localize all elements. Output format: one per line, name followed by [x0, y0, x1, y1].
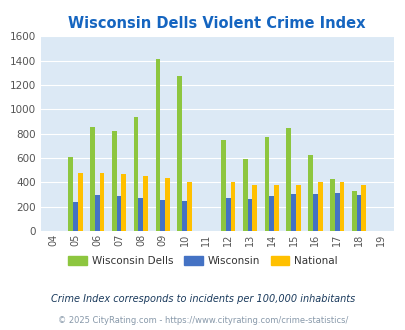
- Bar: [312, 194, 317, 231]
- Title: Wisconsin Dells Violent Crime Index: Wisconsin Dells Violent Crime Index: [68, 16, 365, 31]
- Text: Crime Index corresponds to incidents per 100,000 inhabitants: Crime Index corresponds to incidents per…: [51, 294, 354, 304]
- Bar: [295, 185, 300, 231]
- Bar: [155, 59, 160, 231]
- Bar: [100, 173, 104, 231]
- Bar: [138, 198, 143, 231]
- Bar: [356, 195, 360, 231]
- Bar: [121, 175, 126, 231]
- Bar: [307, 155, 312, 231]
- Bar: [220, 140, 225, 231]
- Bar: [339, 182, 343, 231]
- Bar: [165, 178, 169, 231]
- Bar: [116, 196, 121, 231]
- Bar: [334, 193, 339, 231]
- Bar: [290, 194, 295, 231]
- Bar: [273, 185, 278, 231]
- Bar: [351, 191, 356, 231]
- Bar: [252, 185, 256, 231]
- Bar: [360, 185, 365, 231]
- Bar: [329, 179, 334, 231]
- Text: © 2025 CityRating.com - https://www.cityrating.com/crime-statistics/: © 2025 CityRating.com - https://www.city…: [58, 316, 347, 325]
- Bar: [247, 199, 252, 231]
- Bar: [230, 182, 235, 231]
- Bar: [133, 117, 138, 231]
- Bar: [242, 159, 247, 231]
- Bar: [143, 176, 148, 231]
- Bar: [317, 182, 322, 231]
- Bar: [286, 128, 290, 231]
- Bar: [73, 202, 78, 231]
- Bar: [78, 173, 83, 231]
- Bar: [264, 137, 269, 231]
- Bar: [225, 198, 230, 231]
- Bar: [112, 131, 116, 231]
- Bar: [269, 196, 273, 231]
- Bar: [182, 201, 186, 231]
- Bar: [68, 157, 73, 231]
- Bar: [186, 182, 191, 231]
- Bar: [95, 195, 100, 231]
- Bar: [177, 77, 182, 231]
- Bar: [90, 127, 95, 231]
- Legend: Wisconsin Dells, Wisconsin, National: Wisconsin Dells, Wisconsin, National: [64, 252, 341, 270]
- Bar: [160, 200, 165, 231]
